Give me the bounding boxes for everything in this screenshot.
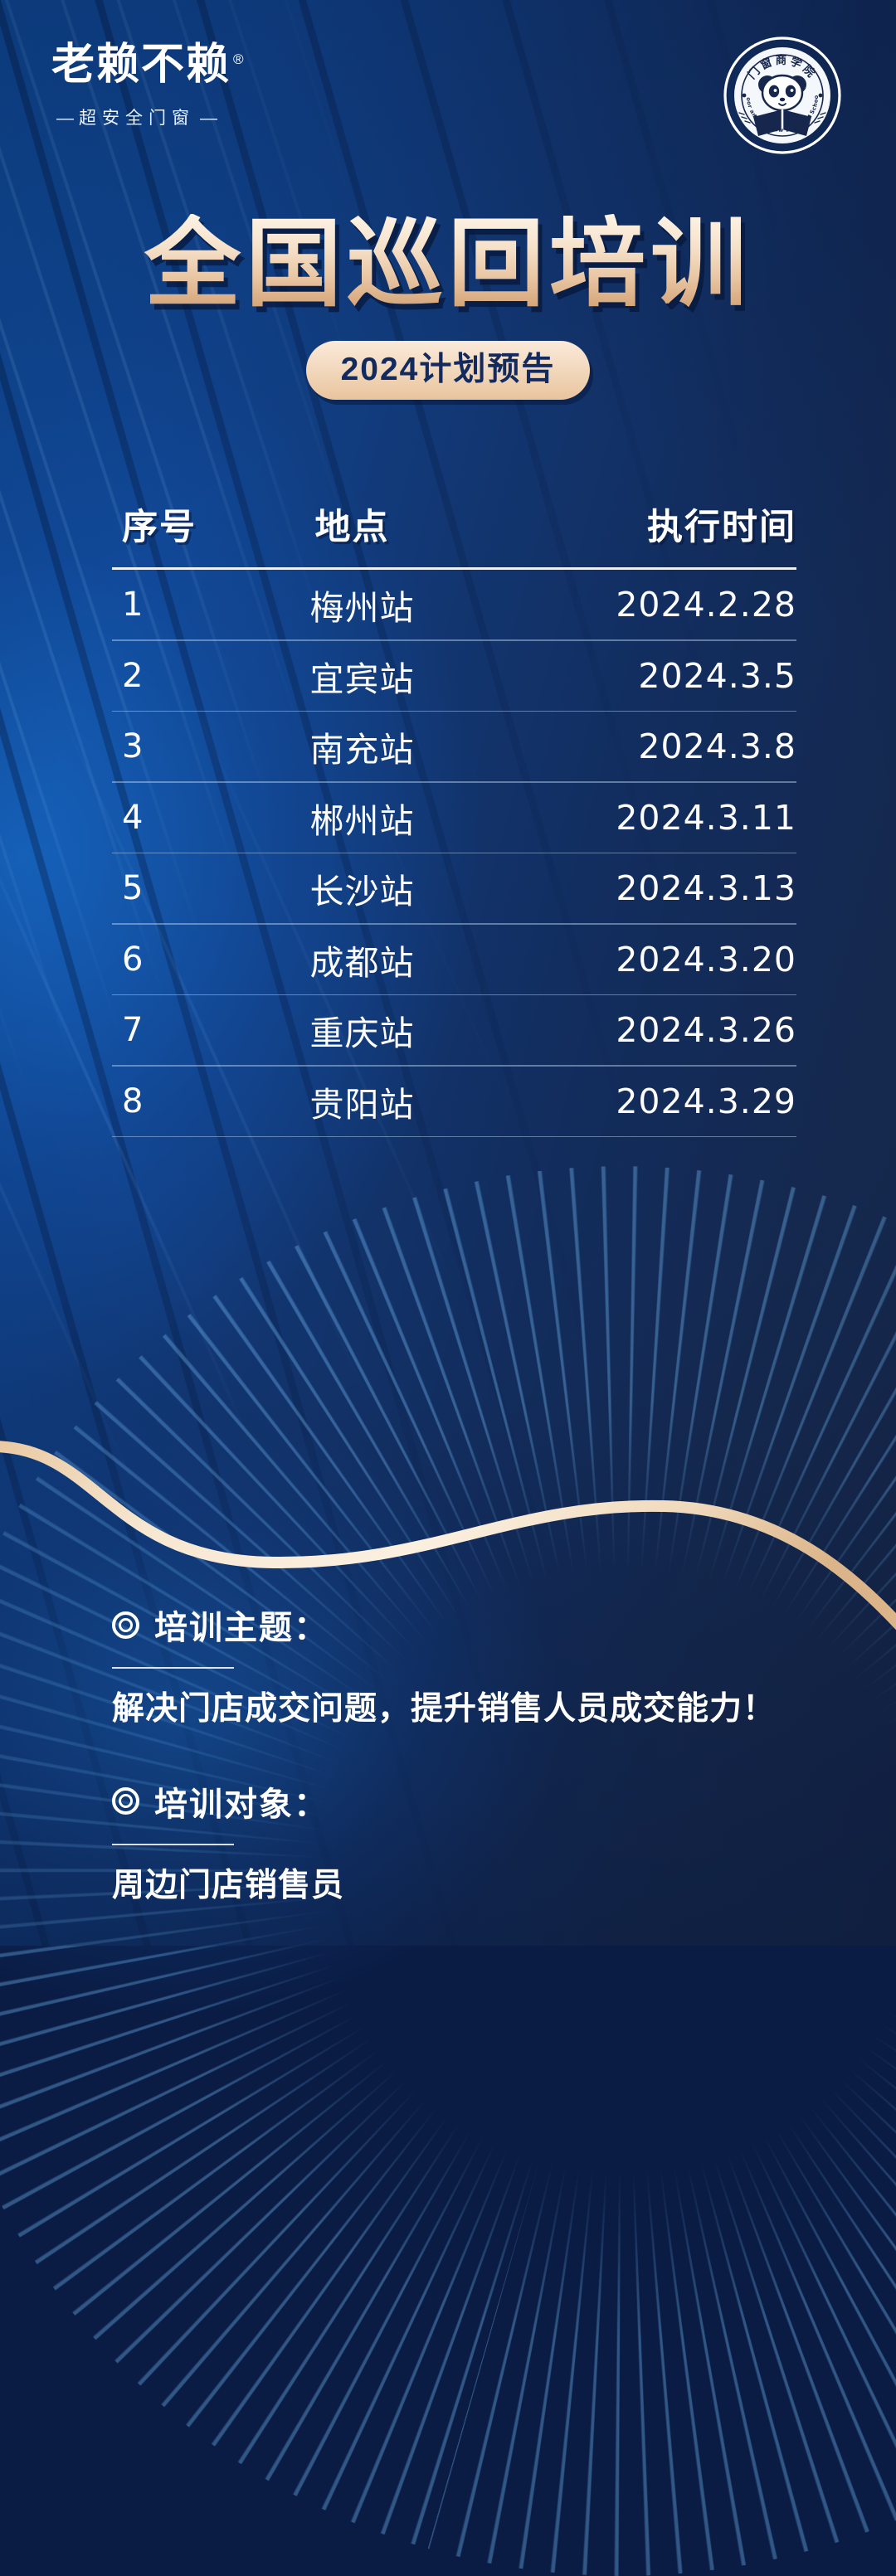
column-header-no: 序号 <box>122 508 197 547</box>
business-school-badge: 门窗商学院 Door and Window Business School <box>720 33 845 158</box>
table-row-divider <box>112 994 796 995</box>
panda-reading-book-icon: 门窗商学院 Door and Window Business School <box>720 33 841 154</box>
cell-time: 2024.3.29 <box>616 1081 796 1121</box>
wave-icon <box>0 1441 896 1631</box>
gold-wave-divider <box>0 1410 896 1659</box>
table-row-divider <box>112 1065 796 1067</box>
footer-text: 周边门店销售员 <box>112 1867 345 1903</box>
footer-block: 培训对象： 周边门店销售员 <box>112 1777 825 1908</box>
table-row: 3 南充站 2024.3.8 <box>112 712 796 781</box>
table-row: 8 贵阳站 2024.3.29 <box>112 1067 796 1136</box>
brand-logo: 老赖不赖 ® — 超安全门窗 — <box>51 43 300 129</box>
table-row: 4 郴州站 2024.3.11 <box>112 783 796 853</box>
double-circle-icon <box>112 1611 139 1639</box>
brand-name: 老赖不赖 ® <box>51 43 246 86</box>
cell-location: 贵阳站 <box>309 1084 415 1125</box>
footer-label: 培训对象： <box>154 1786 329 1823</box>
table-header-row: 序号 地点 执行时间 <box>112 481 796 567</box>
cell-location: 成都站 <box>309 942 415 983</box>
cell-location: 重庆站 <box>309 1013 415 1053</box>
title-section: 全国巡回培训 2024计划预告 <box>0 208 896 400</box>
schedule-table: 序号 地点 执行时间 1 梅州站 2024.2.28 2 宜宾站 2024.3.5 3 南充站… <box>112 481 796 1137</box>
brand-tagline: — 超安全门窗 — <box>51 104 300 129</box>
cell-no: 4 <box>122 798 144 837</box>
cell-no: 1 <box>122 586 144 624</box>
cell-no: 8 <box>122 1081 144 1120</box>
footer-section: 培训主题： 解决门店成交问题，提升销售人员成交能力！ 培训对象： 周边门店销售员 <box>112 1601 825 1953</box>
table-row: 6 成都站 2024.3.20 <box>112 925 796 994</box>
footer-label: 培训主题： <box>154 1610 329 1646</box>
table-row-divider <box>112 781 796 783</box>
column-header-location: 地点 <box>314 508 390 547</box>
poster-header: 老赖不赖 ® — 超安全门窗 — <box>0 0 896 191</box>
cell-time: 2024.3.13 <box>616 868 796 908</box>
brand-name-text: 老赖不赖 <box>51 41 231 89</box>
footer-heading: 培训主题： <box>112 1601 825 1649</box>
cell-time: 2024.3.26 <box>616 1010 796 1050</box>
dash-left: — <box>56 109 74 128</box>
table-row: 1 梅州站 2024.2.28 <box>112 570 796 639</box>
table-row: 2 宜宾站 2024.3.5 <box>112 641 796 711</box>
bottom-left-glow <box>0 1415 556 2012</box>
cell-no: 2 <box>122 656 144 695</box>
cell-time: 2024.3.11 <box>616 797 796 838</box>
footer-heading: 培训对象： <box>112 1777 825 1825</box>
table-row: 5 长沙站 2024.3.13 <box>112 853 796 923</box>
cell-location: 南充站 <box>309 730 415 770</box>
cell-no: 3 <box>122 727 144 766</box>
cell-time: 2024.3.8 <box>638 727 796 766</box>
cell-location: 长沙站 <box>309 872 415 911</box>
column-header-time: 执行时间 <box>647 508 796 547</box>
table-row: 7 重庆站 2024.3.26 <box>112 995 796 1065</box>
table-row-divider <box>112 639 796 641</box>
double-circle-icon <box>112 1787 139 1815</box>
cell-time: 2024.2.28 <box>616 585 796 625</box>
table-body: 1 梅州站 2024.2.28 2 宜宾站 2024.3.5 3 南充站 2024.3.8 4 郴州… <box>112 570 796 1137</box>
brand-tagline-text: 超安全门窗 <box>79 109 195 128</box>
cell-time: 2024.3.20 <box>616 939 796 979</box>
table-row-divider <box>112 710 796 712</box>
cell-time: 2024.3.5 <box>638 655 796 696</box>
table-row-divider <box>112 923 796 925</box>
table-header: 序号 地点 执行时间 <box>112 481 796 570</box>
cell-location: 宜宾站 <box>309 659 415 699</box>
registered-trademark-icon: ® <box>233 51 246 67</box>
footer-block: 培训主题： 解决门店成交问题，提升销售人员成交能力！ <box>112 1601 825 1731</box>
cell-no: 5 <box>122 869 144 907</box>
cell-no: 7 <box>122 1011 144 1049</box>
cell-no: 6 <box>122 940 144 979</box>
cell-location: 郴州站 <box>309 800 415 841</box>
cell-location: 梅州站 <box>309 588 415 628</box>
subtitle-pill-badge: 2024计划预告 <box>305 340 591 400</box>
dash-right: — <box>200 109 217 128</box>
table-row-divider <box>112 1135 796 1137</box>
table-row-divider <box>112 852 796 853</box>
table-header-divider <box>112 567 796 570</box>
footer-text: 解决门店成交问题，提升销售人员成交能力！ <box>112 1691 777 1727</box>
footer-rule <box>112 1667 234 1669</box>
page-title: 全国巡回培训 <box>144 208 752 320</box>
footer-rule <box>112 1843 234 1845</box>
